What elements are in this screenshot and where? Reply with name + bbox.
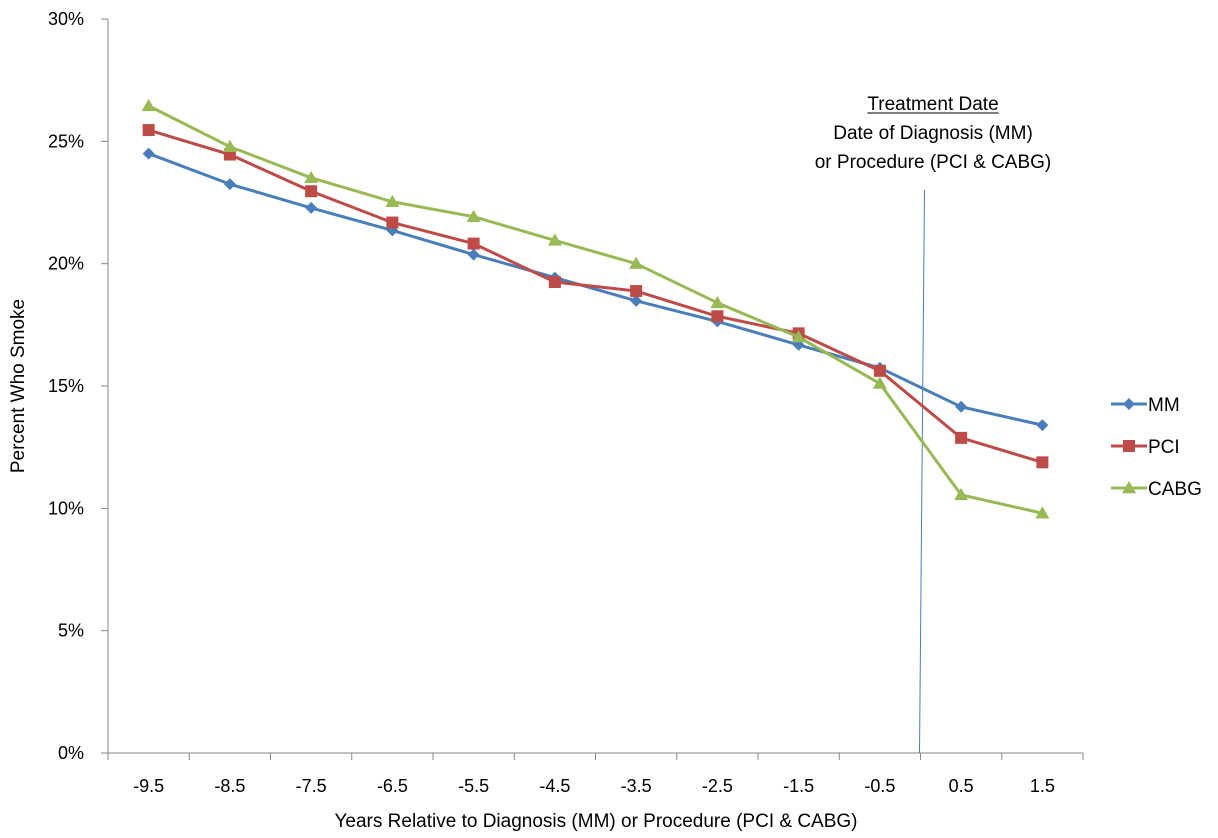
data-point-cabg xyxy=(954,487,969,501)
data-point-pci xyxy=(386,216,399,229)
series-layer xyxy=(141,98,1050,519)
y-tick-label: 10% xyxy=(48,498,84,518)
data-point-mm xyxy=(142,147,155,160)
data-point-pci xyxy=(711,310,724,323)
y-ticks: 0% 5% 10% 15% 20% 25% 30% xyxy=(48,9,108,763)
data-point-cabg xyxy=(1035,506,1050,519)
legend-marker-pci xyxy=(1123,440,1135,452)
series-line-pci xyxy=(148,128,1043,464)
series-cabg xyxy=(141,98,1050,519)
data-point-mm xyxy=(467,248,480,261)
data-point-pci xyxy=(873,364,886,377)
data-point-mm xyxy=(955,400,968,413)
series-line-mm xyxy=(148,152,1043,427)
data-point-pci xyxy=(1036,456,1049,469)
data-point-pci xyxy=(142,124,155,137)
y-tick-label: 20% xyxy=(48,254,84,274)
data-point-mm xyxy=(305,201,318,214)
data-point-cabg xyxy=(141,98,156,112)
data-point-pci xyxy=(955,431,968,444)
x-tick-label: -1.5 xyxy=(783,776,814,796)
y-tick-label: 0% xyxy=(58,743,84,763)
x-tick-label: -4.5 xyxy=(539,776,570,796)
data-point-cabg xyxy=(710,295,725,309)
data-point-cabg xyxy=(466,209,481,222)
data-point-cabg xyxy=(385,194,400,208)
x-tick-label: -7.5 xyxy=(296,776,327,796)
data-point-cabg xyxy=(547,233,562,246)
y-tick-label: 30% xyxy=(48,9,84,29)
annotation-heading: Treatment Date xyxy=(867,94,998,115)
data-point-cabg xyxy=(791,330,806,343)
y-tick-label: 15% xyxy=(48,376,84,396)
x-tick-label: -6.5 xyxy=(377,776,408,796)
annotation-line-2: or Procedure (PCI & CABG) xyxy=(815,152,1052,173)
y-tick-label: 25% xyxy=(48,131,84,151)
data-point-cabg xyxy=(222,139,237,152)
x-tick-label: 1.5 xyxy=(1030,776,1055,796)
legend-label-cabg: CABG xyxy=(1148,479,1202,500)
legend-label-mm: MM xyxy=(1148,395,1180,416)
x-tick-label: -0.5 xyxy=(864,776,895,796)
data-point-pci xyxy=(467,237,480,250)
x-tick-label: 0.5 xyxy=(949,776,974,796)
data-point-pci xyxy=(630,285,643,298)
axes: 0% 5% 10% 15% 20% 25% 30% -9.5 -8.5 -7.5 -6.5 -5.5… xyxy=(48,9,1084,796)
data-point-cabg xyxy=(304,170,319,184)
series-pci xyxy=(142,124,1049,469)
x-axis-title: Years Relative to Diagnosis (MM) or Proc… xyxy=(334,811,857,832)
legend-label-pci: PCI xyxy=(1148,437,1180,458)
legend-item-pci: PCI xyxy=(1111,437,1180,458)
series-line-cabg xyxy=(147,104,1043,515)
x-tick-label: -5.5 xyxy=(458,776,489,796)
legend-marker-cabg xyxy=(1122,481,1136,494)
x-tick-label: -3.5 xyxy=(621,776,652,796)
data-point-cabg xyxy=(629,256,644,269)
treatment-date-line xyxy=(919,189,925,754)
legend-item-mm: MM xyxy=(1111,395,1180,416)
x-tick-label: -9.5 xyxy=(133,776,164,796)
y-axis-title: Percent Who Smoke xyxy=(8,299,29,473)
data-point-mm xyxy=(630,294,643,307)
x-tick-label: -8.5 xyxy=(214,776,245,796)
x-ticks: -9.5 -8.5 -7.5 -6.5 -5.5 -4.5 -3.5 -2.5 -1.5 -0.5… xyxy=(107,753,1084,796)
x-tick-label: -2.5 xyxy=(702,776,733,796)
annotation-line-1: Date of Diagnosis (MM) xyxy=(833,123,1033,144)
data-point-cabg xyxy=(872,376,887,389)
legend: MM PCI CABG xyxy=(1111,395,1202,500)
legend-marker-mm xyxy=(1123,398,1135,410)
data-point-pci xyxy=(305,185,318,198)
data-point-mm xyxy=(1036,419,1049,432)
data-point-pci xyxy=(548,276,561,289)
y-tick-label: 5% xyxy=(58,621,84,641)
series-mm xyxy=(142,147,1049,432)
data-point-mm xyxy=(223,178,236,191)
treatment-annotation: Treatment Date Date of Diagnosis (MM) or… xyxy=(815,94,1052,173)
legend-item-cabg: CABG xyxy=(1111,479,1202,500)
